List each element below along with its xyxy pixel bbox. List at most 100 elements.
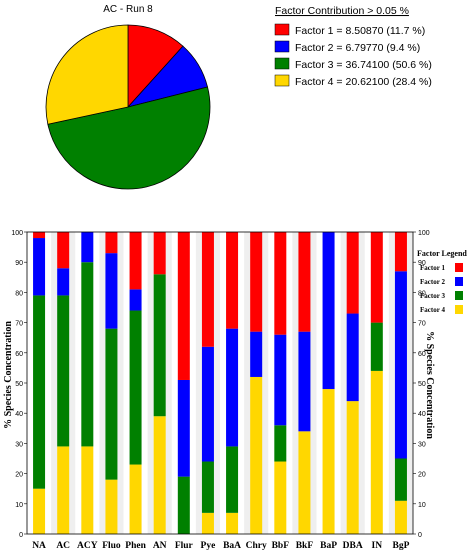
bar-Pye-factor-3 xyxy=(201,461,214,513)
bar-Phen-factor-2 xyxy=(129,289,142,311)
y-tick-label-right: 100 xyxy=(418,230,430,237)
bar-BgP-factor-4 xyxy=(394,500,407,534)
pie-slice-3 xyxy=(47,86,211,190)
bar-AC-factor-3 xyxy=(57,295,70,447)
bar-legend-label-4: Factor 4 xyxy=(420,306,445,314)
bar-legend: Factor 1 Factor 2 Factor 3 Factor 4 xyxy=(420,263,463,314)
y-tick-label-right: 60 xyxy=(418,351,426,358)
bar-BkF-factor-4 xyxy=(298,431,311,534)
y-tick-label-left: 60 xyxy=(15,351,23,358)
bar-ACY-factor-3 xyxy=(81,262,94,447)
bar-Phen-factor-1 xyxy=(129,232,142,290)
bar-BkF-factor-2 xyxy=(298,331,311,432)
x-tick-label: BbF xyxy=(272,541,290,550)
x-tick-label: Pye xyxy=(201,541,216,550)
bar-legend-swatch-3 xyxy=(455,291,463,300)
bar-BgP-factor-3 xyxy=(394,458,407,501)
y-tick-label-right: 0 xyxy=(418,532,422,539)
y-tick-label-left: 20 xyxy=(15,472,23,479)
x-tick-label: Flur xyxy=(175,541,194,550)
bar-Pye-factor-1 xyxy=(201,232,214,347)
bar-Fluo-factor-3 xyxy=(105,328,118,480)
x-tick-label: BgP xyxy=(392,541,409,550)
bar-ACY-factor-2 xyxy=(81,232,94,263)
bar-Fluo-factor-4 xyxy=(105,479,118,534)
bar-BbF-factor-2 xyxy=(274,334,287,426)
y-tick-label-left: 30 xyxy=(15,441,23,448)
bar-AC-factor-1 xyxy=(57,232,70,269)
bar-BaA-factor-1 xyxy=(226,232,239,329)
bar-BaP-factor-2 xyxy=(322,232,335,390)
x-tick-label: Fluo xyxy=(102,541,121,550)
bar-Fluo-factor-2 xyxy=(105,253,118,329)
bar-BbF-factor-3 xyxy=(274,425,287,462)
y-tick-label-right: 10 xyxy=(418,502,426,509)
y-axis-label-left: % Species Concentration xyxy=(3,321,14,429)
y-tick-label-left: 0 xyxy=(19,532,23,539)
pie-legend-label-3: Factor 3 = 36.74100 (50.6 %) xyxy=(295,59,432,71)
y-tick-label-left: 40 xyxy=(15,411,23,418)
bar-BaA-factor-2 xyxy=(226,328,239,447)
bar-legend-label-2: Factor 2 xyxy=(420,278,445,286)
pie-legend-swatch-3 xyxy=(274,57,290,70)
bar-Fluo-factor-1 xyxy=(105,232,118,254)
bar-Phen-factor-4 xyxy=(129,464,142,534)
bar-legend-label-3: Factor 3 xyxy=(420,292,445,300)
bar-IN-factor-3 xyxy=(370,322,383,371)
bar-AN-factor-3 xyxy=(153,274,166,417)
bar-NA-factor-1 xyxy=(33,232,46,239)
x-tick-label: BkF xyxy=(296,541,314,550)
bar-DBA-factor-1 xyxy=(346,232,359,314)
bar-AN-factor-1 xyxy=(153,232,166,275)
bar-AN-factor-4 xyxy=(153,416,166,534)
pie-legend-swatch-1 xyxy=(274,23,290,36)
x-tick-label: DBA xyxy=(343,541,363,550)
pie-legend-swatch-4 xyxy=(274,74,290,87)
bar-AC-factor-4 xyxy=(57,446,70,534)
bar-DBA-factor-4 xyxy=(346,401,359,534)
x-tick-label: Chry xyxy=(246,541,267,550)
x-tick-label: Phen xyxy=(125,541,146,550)
bar-NA-factor-4 xyxy=(33,488,46,534)
bar-Chry-factor-2 xyxy=(250,331,263,377)
y-tick-label-left: 70 xyxy=(15,321,23,328)
bar-Flur-factor-3 xyxy=(177,476,190,534)
y-axis-label-right: % Species Concentration xyxy=(424,331,435,439)
bar-BaP-factor-4 xyxy=(322,389,335,534)
pie-legend-label-1: Factor 1 = 8.50870 (11.7 %) xyxy=(295,25,425,37)
x-tick-label: NA xyxy=(32,541,46,550)
y-tick-label-right: 80 xyxy=(418,290,426,297)
pie-legend-swatch-2 xyxy=(274,40,290,53)
y-tick-label-right: 70 xyxy=(418,321,426,328)
bar-NA-factor-3 xyxy=(33,295,46,489)
bar-Flur-factor-2 xyxy=(177,379,190,477)
bar-Phen-factor-3 xyxy=(129,310,142,465)
y-tick-label-left: 90 xyxy=(15,260,23,267)
bar-Flur-factor-1 xyxy=(177,232,190,380)
pie-legend: Factor 1 = 8.50870 (11.7 %) Factor 2 = 6.… xyxy=(274,23,432,88)
pie-legend-title: Factor Contribution > 0.05 % xyxy=(275,5,409,17)
bar-AC-factor-2 xyxy=(57,268,70,296)
bar-legend-title: Factor Legend xyxy=(417,249,467,258)
pie-legend-label-2: Factor 2 = 6.79770 (9.4 %) xyxy=(295,42,420,54)
bar-NA-factor-2 xyxy=(33,238,46,296)
pie-slice-4 xyxy=(45,24,129,125)
y-tick-label-right: 20 xyxy=(418,472,426,479)
pie-title: AC - Run 8 xyxy=(103,4,153,15)
y-tick-label-left: 100 xyxy=(11,230,23,237)
bar-legend-swatch-4 xyxy=(455,305,463,314)
pie-legend-label-4: Factor 4 = 20.62100 (28.4 %) xyxy=(295,76,432,88)
x-tick-label: IN xyxy=(372,541,383,550)
x-tick-label: AN xyxy=(153,541,167,550)
pie-chart xyxy=(45,24,211,190)
y-tick-label-right: 50 xyxy=(418,381,426,388)
y-tick-label-right: 40 xyxy=(418,411,426,418)
y-tick-label-right: 90 xyxy=(418,260,426,267)
x-tick-label: BaA xyxy=(223,541,241,550)
bar-Pye-factor-4 xyxy=(201,512,214,534)
bar-ACY-factor-4 xyxy=(81,446,94,534)
bar-Chry-factor-1 xyxy=(250,232,263,332)
x-tick-label: ACY xyxy=(77,541,98,550)
bar-legend-swatch-2 xyxy=(455,277,463,286)
x-tick-label: AC xyxy=(56,541,70,550)
